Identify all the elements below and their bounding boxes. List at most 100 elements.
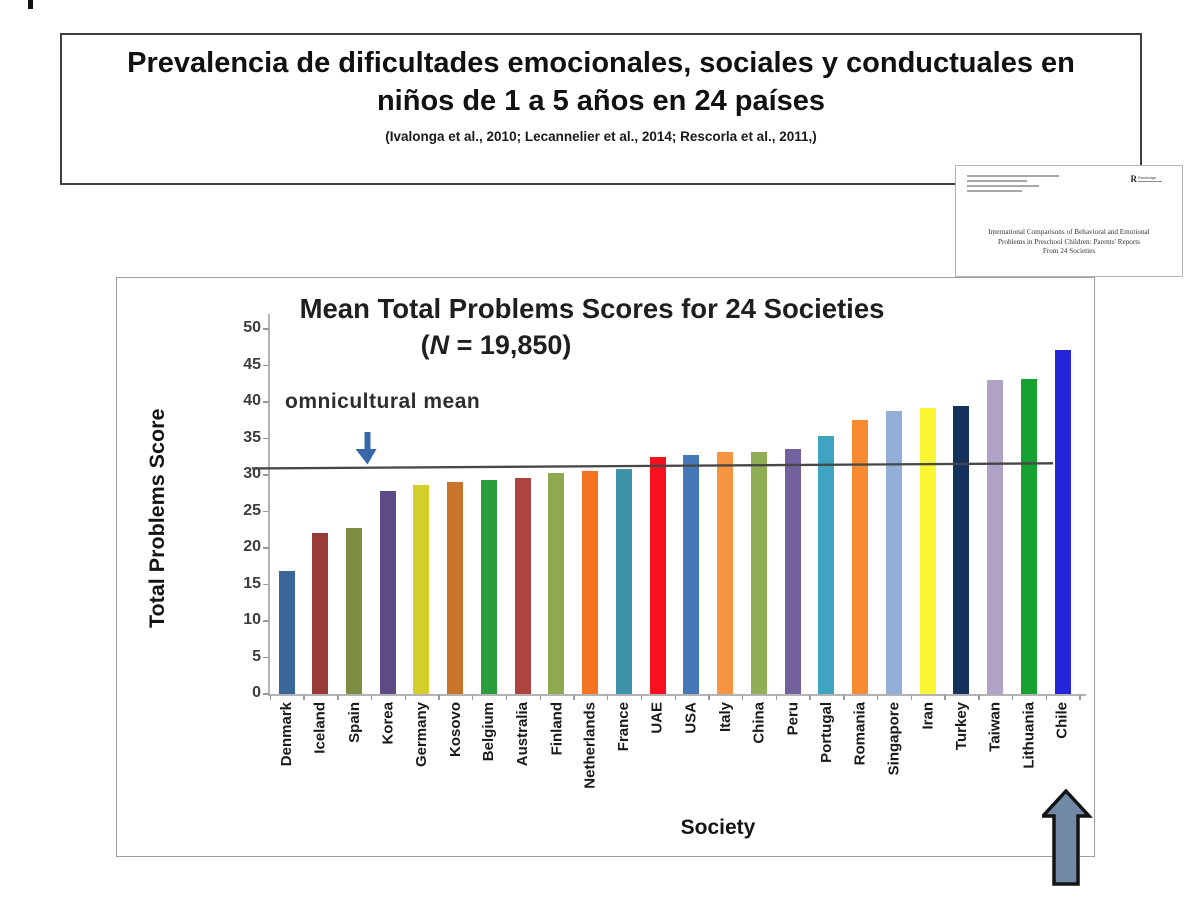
x-tick-mark (1011, 694, 1014, 700)
y-tick-mark (262, 328, 269, 330)
chart-subtitle-rest: = 19,850) (449, 330, 572, 360)
routledge-logo: R Routledge (1130, 174, 1162, 184)
x-axis-line (268, 694, 1086, 696)
x-tick-mark (539, 694, 541, 700)
x-category-label-denmark: Denmark (278, 702, 295, 767)
x-category-label-iran: Iran (919, 702, 937, 730)
x-category-label-kosovo: Kosovo (446, 702, 464, 758)
x-tick-mark (607, 694, 609, 700)
x-category-label-australia: Australia (514, 702, 532, 767)
bar-usa (683, 455, 700, 694)
plot-area: 0 5 10 15 20 25 30 35 40 45 50 Denmark Iceland Spain K… (117, 278, 1094, 856)
bar-denmark (278, 570, 295, 694)
y-tick-label-10: 10 (243, 611, 261, 628)
x-category-label-korea: Korea (379, 702, 397, 745)
x-tick-mark (910, 694, 913, 700)
x-category-label-china: China (750, 702, 768, 744)
paper-title-line1: International Comparisons of Behavioral … (988, 228, 1150, 236)
paper-thumbnail: R Routledge International Comparisons of… (955, 165, 1183, 277)
x-category-label-netherlands: Netherlands (581, 702, 599, 789)
chart-frame: 0 5 10 15 20 25 30 35 40 45 50 Denmark Iceland Spain K… (116, 277, 1095, 857)
bar-finland (548, 472, 565, 694)
routledge-r-icon: R (1130, 174, 1138, 184)
routledge-name: Routledge (1138, 175, 1162, 182)
y-tick-label-50: 50 (243, 319, 261, 336)
x-tick-mark (472, 694, 474, 700)
chart-subtitle-open: ( (420, 330, 430, 360)
x-tick-mark (505, 694, 508, 700)
citation-text: (Ivalonga et al., 2010; Lecannelier et a… (385, 129, 817, 144)
x-tick-mark (674, 694, 676, 700)
x-tick-mark (944, 694, 946, 700)
slide-title-line1: Prevalencia de dificultades emocionales,… (127, 47, 1075, 79)
x-tick-mark (876, 694, 879, 700)
bar-singapore (885, 411, 902, 694)
bar-lithuania (1020, 379, 1037, 694)
x-category-label-lithuania: Lithuania (1020, 702, 1038, 769)
paper-title-line3: From 24 Societies (1042, 247, 1096, 255)
y-tick-label-15: 15 (243, 574, 261, 592)
slide-title-line2: niños de 1 a 5 años en 24 países (376, 85, 826, 117)
bar-chile (1054, 350, 1071, 694)
chile-highlight-arrow-icon (1042, 789, 1093, 886)
chart-subtitle: (N = 19,850) (316, 330, 676, 361)
y-tick-mark (262, 656, 269, 659)
y-tick-label-40: 40 (243, 392, 261, 409)
y-tick-mark (262, 547, 269, 549)
y-tick-label-20: 20 (243, 538, 261, 555)
bar-romania (852, 420, 869, 694)
bar-italy (717, 452, 734, 694)
x-category-label-belgium: Belgium (480, 702, 498, 762)
x-category-label-peru: Peru (784, 702, 802, 736)
paper-title-line2: Problems in Preschool Children: Parents'… (997, 237, 1141, 246)
chart-title: Mean Total Problems Scores for 24 Societ… (299, 293, 885, 324)
x-category-label-finland: Finland (547, 702, 565, 756)
y-tick-label-35: 35 (243, 428, 261, 446)
x-category-label-germany: Germany (412, 702, 430, 768)
bar-australia (514, 477, 531, 694)
y-tick-label-25: 25 (243, 501, 261, 519)
x-tick-mark (708, 694, 710, 700)
x-tick-mark (640, 694, 643, 700)
x-tick-mark (438, 694, 440, 700)
paper-meta-lines (967, 175, 1059, 195)
x-axis-title: Society (680, 816, 756, 839)
y-tick-label-0: 0 (252, 684, 261, 701)
bar-spain (345, 528, 362, 694)
x-category-label-usa: USA (682, 702, 700, 734)
x-category-label-uae: UAE (649, 702, 667, 734)
y-axis-line (268, 314, 270, 695)
chart-subtitle-n: N (429, 330, 450, 360)
bar-germany (413, 485, 430, 694)
bar-turkey (953, 406, 970, 694)
x-tick-mark (404, 694, 406, 700)
y-tick-mark (262, 437, 269, 440)
x-tick-mark (843, 694, 845, 700)
bar-netherlands (582, 470, 599, 694)
bar-peru (784, 448, 801, 694)
y-tick-label-45: 45 (243, 355, 261, 373)
x-tick-mark (1045, 694, 1048, 700)
x-tick-mark (741, 694, 744, 700)
x-tick-mark (573, 694, 575, 700)
bar-belgium (480, 480, 497, 694)
x-tick-mark (978, 694, 980, 700)
slide-edge-mark (28, 0, 33, 9)
bar-taiwan (987, 380, 1004, 694)
x-category-label-romania: Romania (851, 702, 869, 766)
y-tick-mark (262, 693, 269, 695)
x-tick-mark (1079, 694, 1081, 700)
x-category-label-portugal: Portugal (817, 702, 835, 763)
x-category-label-taiwan: Taiwan (986, 702, 1004, 752)
bar-iceland (312, 532, 329, 694)
x-category-label-spain: Spain (345, 702, 363, 743)
x-tick-mark (775, 694, 778, 700)
x-category-label-iceland: Iceland (311, 702, 329, 754)
y-tick-label-5: 5 (252, 647, 261, 665)
y-tick-mark (262, 620, 269, 622)
bar-korea (379, 491, 396, 694)
slide-title-box: Prevalencia de dificultades emocionales,… (60, 33, 1142, 185)
paper-title: International Comparisons of Behavioral … (956, 228, 1182, 257)
y-tick-mark (262, 401, 269, 403)
